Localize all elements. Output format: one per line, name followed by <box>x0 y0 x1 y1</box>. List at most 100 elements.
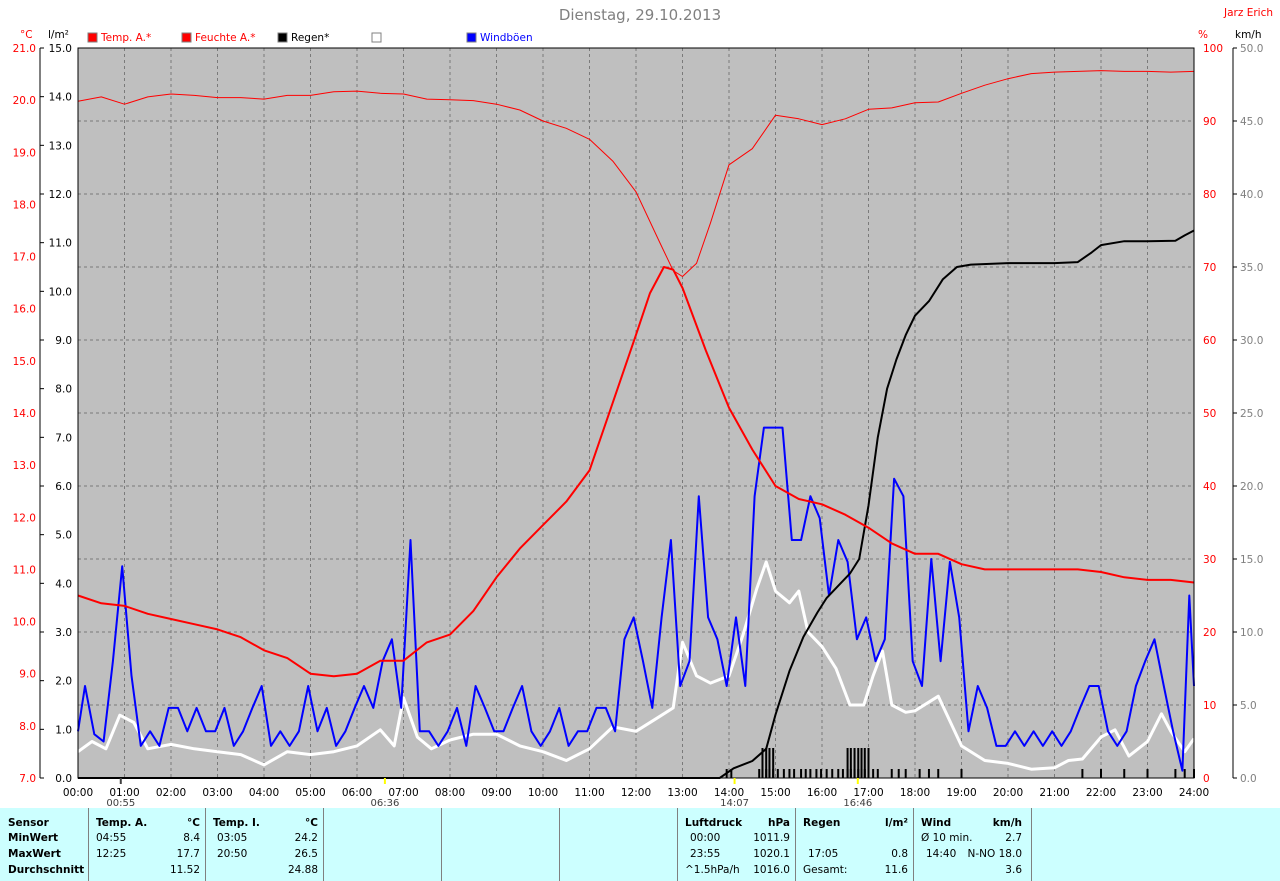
stats-value: 26.5 <box>294 848 318 860</box>
stats-value: 11.52 <box>169 864 200 876</box>
temp-axis-unit: °C <box>20 29 33 41</box>
time-tick-label: 15:00 <box>760 787 790 799</box>
time-tick-label: 11:00 <box>574 787 604 799</box>
rain-bar <box>846 748 849 778</box>
temp-tick-label: 16.0 <box>13 304 36 316</box>
stats-value: 0.8 <box>891 848 908 860</box>
time-tick-label: 21:00 <box>1039 787 1069 799</box>
temp-tick-label: 21.0 <box>13 43 36 55</box>
temp-tick-label: 20.0 <box>13 95 36 107</box>
stats-value: 1011.9 <box>753 832 790 844</box>
temperature-axis: 7.0 8.0 9.0 10.0 11.0 12.0 13.0 14.0 15.0 16.0 17.… <box>13 43 36 785</box>
column-separator <box>677 808 678 881</box>
humidity-tick-label: 30 <box>1203 554 1216 566</box>
stats-header-temp-a: Temp. A. <box>96 817 148 829</box>
rain-axis-unit: l/m² <box>48 29 69 41</box>
rain-tick-label: 11.0 <box>49 238 72 250</box>
column-separator <box>1031 808 1032 881</box>
stats-value: N-NO 18.0 <box>967 848 1022 860</box>
wind-tick-label: 35.0 <box>1240 262 1263 274</box>
column-separator <box>795 808 796 881</box>
time-tick-label: 16:00 <box>807 787 837 799</box>
stats-header-pressure: Luftdruck <box>685 817 743 829</box>
rain-bar <box>872 769 875 778</box>
marker-label: 14:07 <box>720 798 749 808</box>
column-separator <box>559 808 560 881</box>
legend-swatch <box>466 32 477 43</box>
rain-tick-label: 15.0 <box>49 43 72 55</box>
rain-tick-label: 9.0 <box>55 335 72 347</box>
legend-swatch <box>371 32 382 43</box>
temp-tick-label: 11.0 <box>13 564 36 576</box>
series-line-feuchte-a <box>77 70 1195 277</box>
legend-swatch <box>277 32 288 43</box>
rain-bar <box>782 769 785 778</box>
rain-bar <box>890 769 893 778</box>
wind-tick-label: 5.0 <box>1240 700 1257 712</box>
rain-bar <box>1081 769 1084 778</box>
rain-bar <box>765 748 768 778</box>
time-tick-label: 03:00 <box>202 787 232 799</box>
stats-header-rain: Regen <box>803 817 841 829</box>
stats-value: 3.6 <box>1005 864 1022 876</box>
wind-axis: 0.0 5.0 10.0 15.0 20.0 25.0 30.0 35.0 40.0 45.0 50… <box>1232 43 1263 785</box>
rain-bar <box>1100 769 1102 778</box>
rain-tick-label: 4.0 <box>55 578 72 590</box>
wind-axis-unit: km/h <box>1235 29 1262 41</box>
temp-tick-label: 17.0 <box>13 252 36 264</box>
time-tick-label: 06:00 <box>342 787 372 799</box>
series-line-regen <box>78 229 1195 779</box>
rain-bar <box>1174 769 1177 778</box>
stats-trend: ^1.5hPa/h <box>685 864 740 876</box>
stats-time: Ø 10 min. <box>921 832 973 844</box>
stats-time: 00:00 <box>690 832 721 844</box>
wind-tick-label: 15.0 <box>1240 554 1263 566</box>
stats-value: 24.2 <box>294 832 318 844</box>
rain-bar <box>918 769 921 778</box>
temp-tick-label: 12.0 <box>13 512 36 524</box>
series-line-wind <box>77 560 1196 771</box>
stats-value: 8.4 <box>183 832 200 844</box>
humidity-tick-label: 40 <box>1203 481 1216 493</box>
column-separator <box>323 808 324 881</box>
rain-tick-label: 1.0 <box>55 724 72 736</box>
temp-tick-label: 8.0 <box>19 721 36 733</box>
time-tick-label: 19:00 <box>946 787 976 799</box>
rain-tick-label: 7.0 <box>55 432 72 444</box>
humidity-tick-label: 60 <box>1203 335 1216 347</box>
humidity-tick-label: 0 <box>1203 773 1210 785</box>
wind-tick-label: 50.0 <box>1240 43 1263 55</box>
plot-frame <box>77 47 1195 779</box>
author-label: Jarz Erich <box>1223 7 1273 19</box>
time-tick-label: 20:00 <box>993 787 1023 799</box>
column-separator <box>913 808 914 881</box>
rain-bar <box>730 769 733 778</box>
time-axis: 00:00 01:00 02:00 03:00 04:00 05:00 06:00 07:00… <box>63 787 1209 799</box>
temp-tick-label: 7.0 <box>19 773 36 785</box>
stats-value: 1020.1 <box>753 848 790 860</box>
wind-tick-label: 0.0 <box>1240 773 1257 785</box>
stats-total-label: Gesamt: <box>803 864 848 876</box>
stats-time: 03:05 <box>217 832 248 844</box>
rain-bar <box>815 769 818 778</box>
rain-bar <box>857 748 860 778</box>
rain-bar <box>927 769 930 778</box>
rain-bar <box>800 769 803 778</box>
temp-tick-label: 18.0 <box>13 199 36 211</box>
time-tick-label: 10:00 <box>528 787 558 799</box>
rain-bar <box>1123 769 1126 778</box>
time-tick-label: 08:00 <box>435 787 465 799</box>
statistics-panel: Sensor MinWert MaxWert Durchschnitt Temp… <box>0 808 1280 881</box>
stats-time: 20:50 <box>217 848 248 860</box>
humidity-tick-label: 70 <box>1203 262 1216 274</box>
rain-axis: 0.0 1.0 2.0 3.0 4.0 5.0 6.0 7.0 8.0 9.0 10.0 11.0 12… <box>39 43 72 785</box>
stats-header-wind: Wind <box>921 817 952 829</box>
rain-bar <box>863 748 866 778</box>
wind-tick-label: 10.0 <box>1240 627 1263 639</box>
series-layer <box>77 70 1196 779</box>
rain-tick-label: 13.0 <box>49 140 72 152</box>
rain-tick-label: 14.0 <box>49 92 72 104</box>
chart-title: Dienstag, 29.10.2013 <box>559 6 721 24</box>
temp-tick-label: 14.0 <box>13 408 36 420</box>
time-tick-label: 07:00 <box>388 787 418 799</box>
